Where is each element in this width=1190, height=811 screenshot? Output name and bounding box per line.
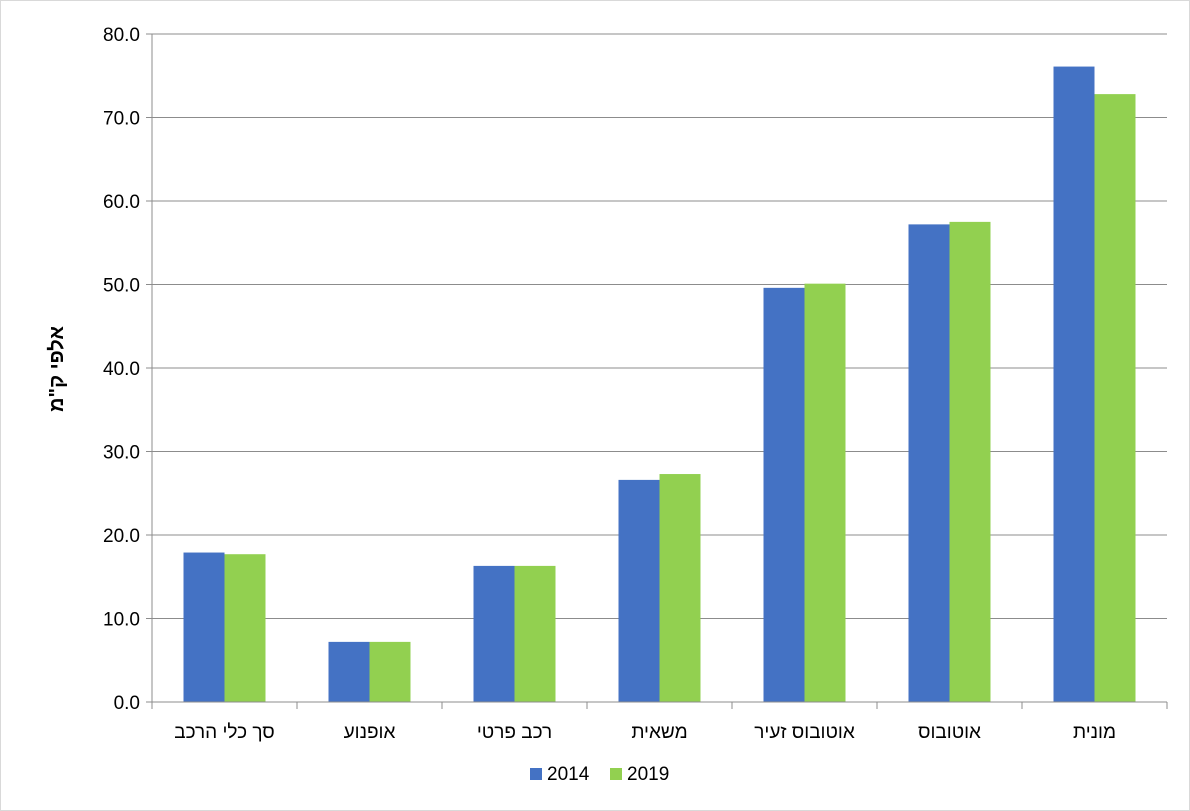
bar-2019-4 xyxy=(805,284,846,702)
x-tick-label: אוטובוס xyxy=(918,722,981,743)
y-axis-ticks: 0.0 10.0 20.0 30.0 40.0 50.0 60.0 70.0 80.0 xyxy=(103,25,152,714)
y-tick-label: 80.0 xyxy=(103,25,140,46)
bar-2014-2 xyxy=(474,566,515,702)
legend: 2014 2019 xyxy=(530,764,669,785)
legend-swatch-2014 xyxy=(530,768,542,780)
y-tick-label: 40.0 xyxy=(103,359,140,380)
legend-swatch-2019 xyxy=(610,768,622,780)
bar-2014-5 xyxy=(909,224,950,702)
x-tick-label: אופנוע xyxy=(344,722,396,743)
y-tick-label: 50.0 xyxy=(103,276,140,297)
y-tick-label: 0.0 xyxy=(114,693,140,714)
bar-2014-0 xyxy=(184,553,225,702)
bar-2019-0 xyxy=(225,554,266,702)
bar-2019-2 xyxy=(515,566,556,702)
x-tick-label: מונית xyxy=(1073,722,1116,743)
y-tick-label: 70.0 xyxy=(103,109,140,130)
bars xyxy=(184,67,1136,702)
legend-label-2019: 2019 xyxy=(627,764,669,785)
bar-2014-1 xyxy=(329,642,370,702)
y-axis-title: אלפי ק"מ xyxy=(46,326,68,412)
bar-2019-5 xyxy=(950,222,991,702)
bar-2014-4 xyxy=(764,288,805,702)
y-tick-label: 20.0 xyxy=(103,526,140,547)
bar-2014-3 xyxy=(619,480,660,702)
x-axis-ticks: סך כלי הרכב אופנוע רכב פרטי משאית אוטובוס זע… xyxy=(152,702,1167,743)
x-tick-label: משאית xyxy=(631,722,687,743)
y-tick-label: 60.0 xyxy=(103,192,140,213)
x-tick-label: סך כלי הרכב xyxy=(174,722,275,743)
y-tick-label: 30.0 xyxy=(103,443,140,464)
y-tick-label: 10.0 xyxy=(103,610,140,631)
bar-2019-1 xyxy=(370,642,411,702)
x-tick-label: רכב פרטי xyxy=(477,722,552,743)
bar-2019-3 xyxy=(660,474,701,702)
bar-2014-6 xyxy=(1054,67,1095,702)
x-tick-label: אוטובוס זעיר xyxy=(754,722,855,743)
bar-2019-6 xyxy=(1095,94,1136,702)
legend-label-2014: 2014 xyxy=(547,764,590,785)
